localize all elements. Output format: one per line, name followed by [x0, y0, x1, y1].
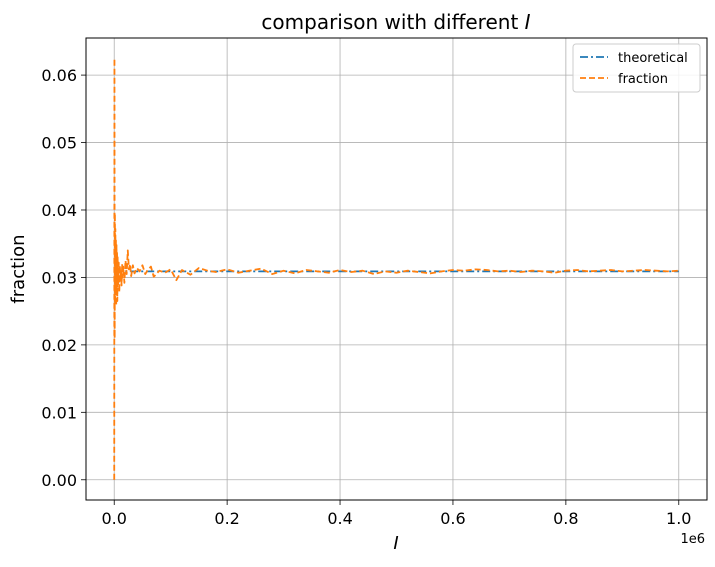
x-tick-label: 0.6 [440, 509, 465, 528]
series-layer [113, 57, 679, 480]
x-tick-label: 1.0 [666, 509, 691, 528]
y-tick-label: 0.01 [41, 403, 77, 422]
tick-layer: 0.0 0.2 0.4 0.6 0.8 1.0 0.00 0.01 0.02 0.03 0.04 0.… [41, 66, 691, 528]
y-tick-label: 0.00 [41, 471, 77, 490]
y-tick-label: 0.06 [41, 66, 77, 85]
y-tick-label: 0.03 [41, 268, 77, 287]
legend-label-theoretical: theoretical [618, 51, 688, 66]
x-tick-label: 0.8 [553, 509, 578, 528]
series-line-fraction [113, 57, 679, 480]
x-offset-label: 1e6 [680, 532, 705, 547]
y-tick-label: 0.05 [41, 134, 77, 153]
x-tick-label: 0.4 [327, 509, 352, 528]
chart-title: comparison with different I [261, 10, 530, 34]
legend-box [572, 43, 701, 93]
legend-label-fraction: fraction [618, 72, 668, 87]
y-tick-label: 0.02 [41, 336, 77, 355]
x-axis-label: I [393, 533, 398, 554]
y-axis-label: fraction [8, 234, 29, 303]
x-tick-label: 0.0 [102, 509, 127, 528]
y-tick-label: 0.04 [41, 201, 77, 220]
plot-frame [85, 37, 708, 501]
legend: theoretical fraction [572, 43, 701, 93]
grid-layer [86, 38, 707, 500]
x-tick-label: 0.2 [214, 509, 239, 528]
